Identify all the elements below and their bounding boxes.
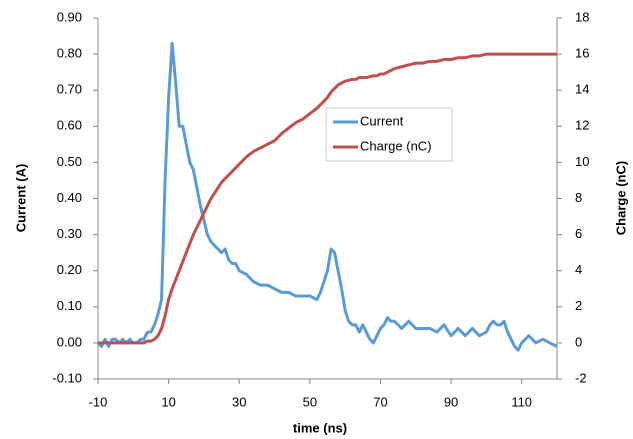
y2-tick-label: 18 <box>575 9 589 24</box>
y-axis-title: Current (A) <box>13 164 28 233</box>
data-line <box>96 41 558 352</box>
y-tick-label: 0.90 <box>57 9 82 24</box>
legend-box <box>325 107 453 162</box>
x-tick-label: 50 <box>303 394 317 409</box>
y2-tick-label: 6 <box>575 226 582 241</box>
y2-tick-label: -2 <box>575 370 587 385</box>
x-tick-label: 110 <box>511 394 532 409</box>
x-tick-label: 70 <box>373 394 387 409</box>
y2-tick-label: 14 <box>575 82 589 97</box>
y-tick-label: 0.20 <box>57 262 82 277</box>
y2-tick-label: 2 <box>575 298 582 313</box>
y-tick-label: 0.30 <box>57 226 82 241</box>
y2-tick-label: 16 <box>575 46 589 61</box>
y2-tick-label: 8 <box>575 190 582 205</box>
x-tick-label: 10 <box>161 394 175 409</box>
y-tick-label: 0.80 <box>57 46 82 61</box>
y2-tick-label: 12 <box>575 118 589 133</box>
y-tick-label: 0.70 <box>57 82 82 97</box>
y-tick-label: -0.10 <box>52 370 82 385</box>
legend-label: Charge (nC) <box>360 138 432 153</box>
x-tick-label: -10 <box>89 394 108 409</box>
y2-tick-label: 0 <box>575 334 582 349</box>
x-axis-title: time (ns) <box>293 420 347 435</box>
y-tick-label: 0.10 <box>57 298 82 313</box>
x-tick-label: 90 <box>444 394 458 409</box>
y-tick-label: 0.50 <box>57 154 82 169</box>
y-tick-label: 0.00 <box>57 334 82 349</box>
y2-tick-label: 10 <box>575 154 589 169</box>
y2-tick-label: 4 <box>575 262 582 277</box>
y-tick-label: 0.60 <box>57 118 82 133</box>
y2-axis-title: Charge (nC) <box>613 161 628 235</box>
y-tick-label: 0.40 <box>57 190 82 205</box>
data-line <box>98 52 557 345</box>
legend-label: Current <box>360 113 404 128</box>
x-tick-label: 30 <box>232 394 246 409</box>
